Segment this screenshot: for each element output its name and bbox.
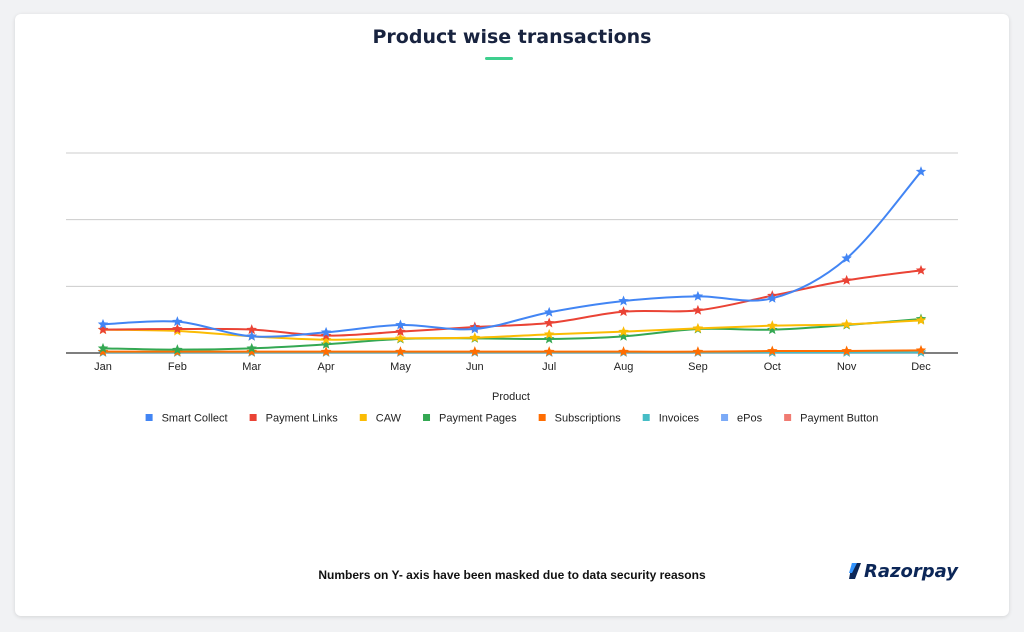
series-line-payment-pages bbox=[102, 318, 922, 351]
data-point-caw bbox=[767, 320, 778, 331]
x-tick-label: Dec bbox=[911, 361, 931, 373]
data-point-payment-links bbox=[97, 324, 109, 335]
data-point-payment-pages bbox=[543, 333, 555, 344]
data-point-payment-links bbox=[841, 274, 852, 285]
data-point-subscriptions bbox=[395, 346, 406, 357]
x-tick-label: Mar bbox=[242, 361, 261, 373]
data-point-payment-pages bbox=[97, 342, 109, 353]
legend-swatch bbox=[359, 414, 367, 421]
data-point-caw bbox=[841, 318, 852, 329]
data-point-subscriptions bbox=[246, 346, 257, 357]
data-point-payment-links bbox=[915, 264, 927, 275]
data-point-smart-collect bbox=[915, 166, 927, 177]
data-point-smart-collect bbox=[97, 318, 109, 329]
data-point-caw bbox=[543, 328, 555, 339]
series-line-payment-links bbox=[102, 269, 922, 337]
legend-label: Smart Collect bbox=[162, 413, 228, 425]
x-tick-label: Nov bbox=[837, 361, 857, 373]
chart-title: Product wise transactions bbox=[372, 26, 652, 48]
data-point-smart-collect bbox=[246, 330, 257, 341]
data-point-subscriptions bbox=[767, 345, 778, 356]
data-point-subscriptions bbox=[320, 346, 332, 357]
title-underline bbox=[485, 57, 513, 60]
legend-swatch bbox=[423, 414, 431, 421]
data-point-smart-collect bbox=[395, 319, 406, 330]
x-tick-label: Aug bbox=[614, 361, 634, 373]
data-point-payment-links bbox=[618, 306, 629, 317]
data-point-subscriptions bbox=[469, 346, 481, 357]
legend-label: Payment Links bbox=[266, 413, 339, 425]
data-point-subscriptions bbox=[841, 345, 852, 356]
data-point-payment-links bbox=[246, 324, 257, 335]
legend-swatch bbox=[538, 414, 546, 421]
data-point-caw bbox=[915, 314, 927, 325]
data-point-smart-collect bbox=[767, 292, 778, 303]
data-point-smart-collect bbox=[172, 316, 183, 327]
legend-swatch bbox=[642, 414, 650, 421]
x-tick-label: Apr bbox=[318, 361, 335, 373]
data-point-subscriptions bbox=[543, 346, 555, 357]
data-point-payment-links bbox=[692, 304, 704, 315]
legend-label: Payment Button bbox=[800, 413, 878, 425]
legend-label: CAW bbox=[376, 413, 402, 425]
data-point-payment-pages bbox=[618, 330, 629, 341]
legend-swatch bbox=[145, 414, 153, 421]
data-point-smart-collect bbox=[692, 290, 704, 301]
x-tick-label: Sep bbox=[688, 361, 708, 373]
data-point-payment-pages bbox=[172, 344, 183, 355]
data-point-subscriptions bbox=[692, 346, 704, 357]
data-point-payment-links bbox=[320, 330, 332, 341]
data-point-smart-collect bbox=[543, 306, 555, 317]
data-point-payment-links bbox=[543, 317, 555, 328]
legend-swatch bbox=[784, 414, 792, 421]
legend-label: ePos bbox=[737, 413, 763, 425]
data-point-payment-pages bbox=[320, 338, 332, 349]
data-point-smart-collect bbox=[320, 326, 332, 337]
legend-swatch bbox=[249, 414, 257, 421]
series-line-smart-collect bbox=[102, 171, 922, 338]
data-point-payment-links bbox=[172, 323, 183, 334]
series-line-subscriptions bbox=[103, 349, 922, 353]
data-point-caw bbox=[395, 332, 406, 343]
data-point-subscriptions bbox=[915, 344, 927, 355]
data-point-payment-pages bbox=[767, 324, 778, 335]
footnote: Numbers on Y- axis have been masked due … bbox=[318, 568, 706, 582]
x-axis-title: Product bbox=[492, 391, 530, 403]
data-point-smart-collect bbox=[618, 295, 629, 306]
x-tick-label: Jan bbox=[94, 361, 112, 373]
x-tick-label: Feb bbox=[168, 361, 187, 373]
data-point-subscriptions bbox=[97, 346, 109, 357]
logo-text: Razorpay bbox=[864, 560, 958, 582]
data-point-smart-collect bbox=[469, 323, 481, 334]
data-point-payment-links bbox=[395, 326, 406, 337]
data-point-subscriptions bbox=[618, 346, 629, 357]
data-point-caw bbox=[469, 332, 481, 343]
legend-label: Payment Pages bbox=[439, 413, 517, 425]
x-tick-label: Oct bbox=[764, 361, 781, 373]
razorpay-logo-icon bbox=[849, 563, 861, 579]
x-tick-label: Jun bbox=[466, 361, 484, 373]
data-point-caw bbox=[692, 322, 704, 333]
data-point-payment-pages bbox=[246, 342, 257, 353]
data-point-caw bbox=[618, 326, 629, 337]
legend-swatch bbox=[721, 414, 729, 421]
x-tick-label: May bbox=[390, 361, 411, 373]
x-tick-label: Jul bbox=[542, 361, 556, 373]
legend-label: Invoices bbox=[659, 413, 700, 425]
chart-card bbox=[15, 14, 1009, 616]
legend-label: Subscriptions bbox=[555, 413, 622, 425]
data-point-caw bbox=[320, 334, 332, 345]
razorpay-logo: Razorpay bbox=[846, 558, 958, 584]
data-point-smart-collect bbox=[841, 252, 852, 263]
